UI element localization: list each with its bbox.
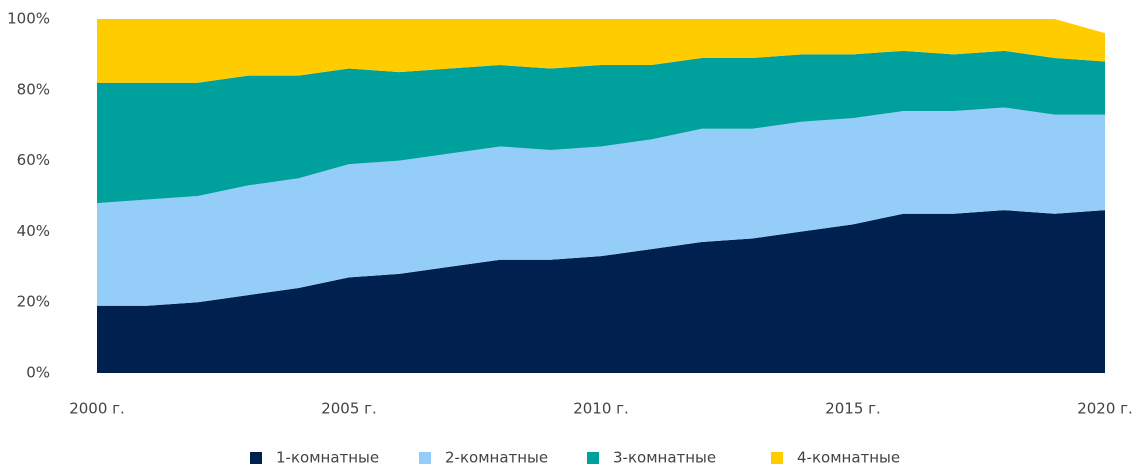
- legend-label: 4-комнатные: [797, 449, 900, 466]
- legend-swatch: [771, 452, 783, 464]
- y-tick-label: 40%: [17, 222, 50, 240]
- x-tick-label: 2015 г.: [825, 400, 881, 418]
- x-tick-label: 2000 г.: [69, 400, 125, 418]
- area: [97, 50, 1105, 204]
- x-tick-label: 2010 г.: [573, 400, 629, 418]
- y-tick-label: 20%: [17, 293, 50, 311]
- y-tick-label: 60%: [17, 151, 50, 169]
- area: [97, 107, 1105, 306]
- y-tick-label: 80%: [17, 80, 50, 98]
- legend-label: 1-комнатные: [276, 449, 379, 466]
- legend-swatch: [419, 452, 431, 464]
- y-tick-label: 0%: [26, 364, 50, 382]
- area: [97, 19, 1105, 83]
- x-tick-label: 2020 г.: [1077, 400, 1133, 418]
- legend-label: 2-комнатные: [445, 449, 548, 466]
- legend-label: 3-комнатные: [613, 449, 716, 466]
- legend-swatch: [587, 452, 599, 464]
- y-tick-label: 100%: [7, 10, 50, 28]
- legend-swatch: [250, 452, 262, 464]
- x-tick-label: 2005 г.: [321, 400, 377, 418]
- area: [97, 210, 1105, 373]
